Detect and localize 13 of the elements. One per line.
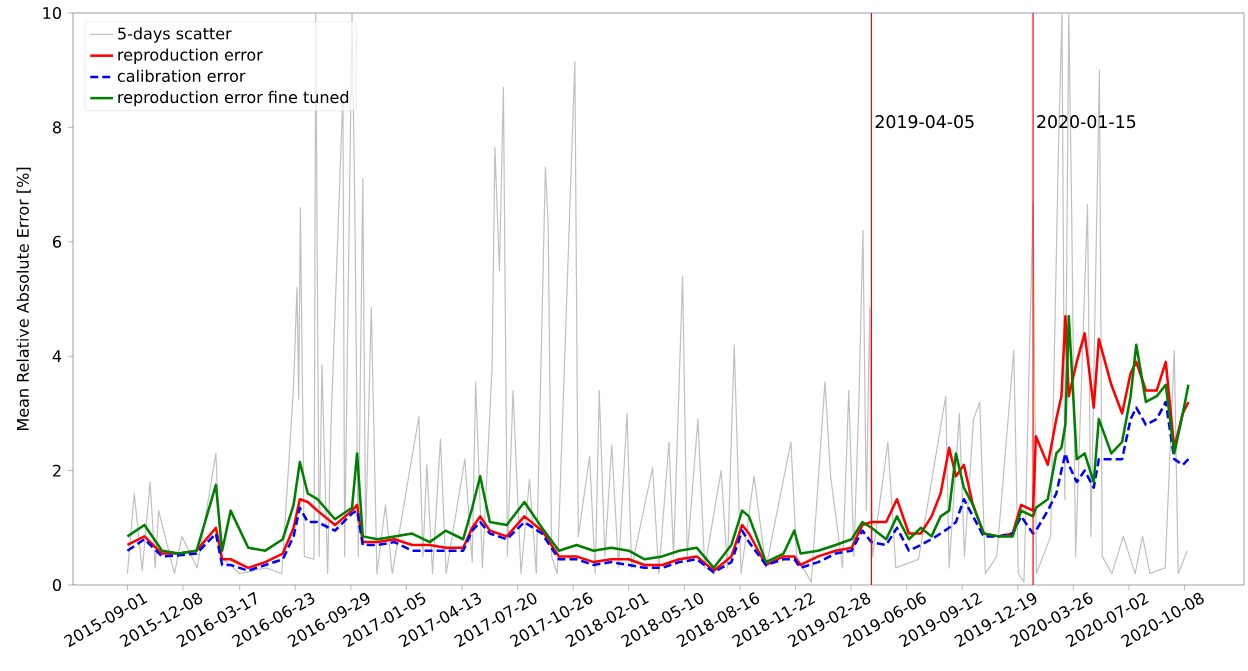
y-tick-label: 10: [43, 6, 61, 20]
ref-line-label: 2019-04-05: [875, 115, 974, 129]
y-tick-label: 8: [52, 121, 61, 134]
legend-label: calibration error: [117, 69, 246, 83]
ref-line-label: 2020-01-15: [1037, 115, 1136, 129]
y-tick-label: 6: [53, 235, 62, 248]
y-tick-label: 2: [53, 464, 61, 477]
y-tick-label: 4: [52, 350, 62, 363]
legend-label: reproduction error: [118, 48, 263, 64]
legend-label: 5-days scatter: [118, 27, 232, 43]
legend-label: reproduction error fine tuned: [118, 90, 349, 107]
y-tick-label: 0: [52, 578, 62, 592]
y-axis-title: Mean Relative Absolute Error [%]: [16, 167, 31, 430]
